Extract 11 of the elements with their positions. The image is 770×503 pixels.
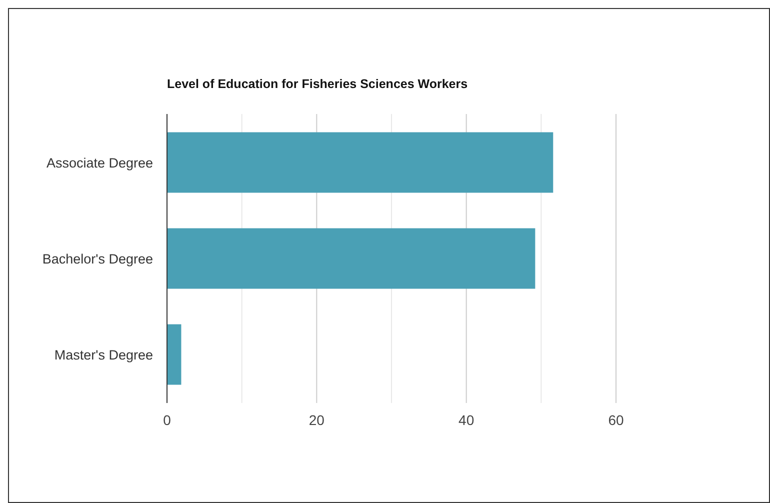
chart-title: Level of Education for Fisheries Sciences Workers [167,77,468,91]
bar [167,132,554,193]
x-tick-label: 0 [163,412,172,428]
x-tick-label: 60 [608,412,624,428]
x-tick-label: 40 [458,412,474,428]
y-tick-label: Associate Degree [46,155,153,170]
bar [167,228,536,289]
bar [167,324,182,385]
x-tick-label: 20 [308,412,325,428]
y-tick-label: Master's Degree [54,348,153,363]
y-tick-label: Bachelor's Degree [42,252,153,266]
